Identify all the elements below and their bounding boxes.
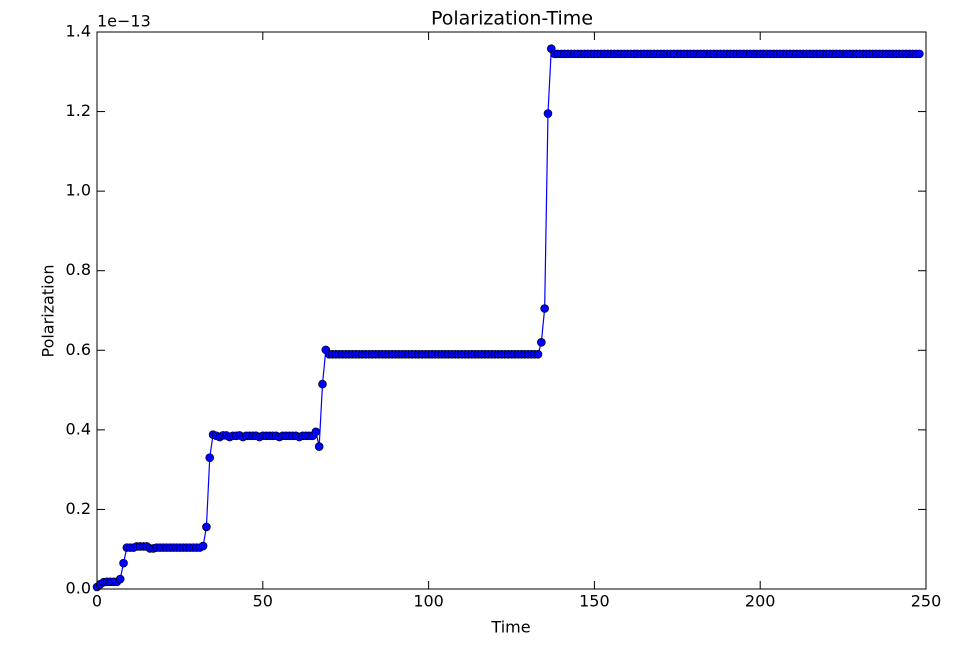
y-tick-label: 1.4 — [66, 22, 91, 41]
x-tick-label: 0 — [92, 592, 102, 611]
data-point — [314, 442, 324, 451]
data-point — [115, 574, 125, 584]
y-tick-label: 1.0 — [66, 181, 91, 200]
data-point — [119, 558, 128, 568]
y-tick-label: 0.2 — [66, 499, 91, 518]
y-tick-label: 0.8 — [66, 260, 91, 279]
data-point — [205, 453, 215, 463]
x-tick-label: 150 — [579, 592, 610, 611]
y-tick-label: 0.6 — [66, 340, 91, 359]
data-point — [543, 109, 553, 118]
x-axis-label: Time — [490, 618, 530, 637]
x-tick-label: 50 — [253, 592, 273, 611]
chart-title: Polarization-Time — [431, 8, 593, 30]
data-point — [318, 379, 327, 389]
data-point — [198, 541, 208, 551]
data-point — [202, 522, 211, 532]
x-tick-label: 250 — [911, 592, 942, 611]
y-offset-label: 1e−13 — [97, 12, 151, 31]
data-point — [540, 304, 549, 313]
plot-frame — [96, 31, 927, 590]
y-axis-label: Polarization — [39, 265, 58, 358]
data-point — [537, 338, 546, 347]
data-point — [915, 49, 924, 59]
data-point — [533, 349, 543, 359]
y-tick-label: 0.4 — [66, 419, 91, 438]
y-tick-label: 0.0 — [66, 579, 91, 598]
x-tick-label: 200 — [745, 592, 776, 611]
y-tick-label: 1.2 — [66, 101, 91, 120]
data-point — [311, 427, 321, 437]
x-tick-label: 100 — [413, 592, 444, 611]
